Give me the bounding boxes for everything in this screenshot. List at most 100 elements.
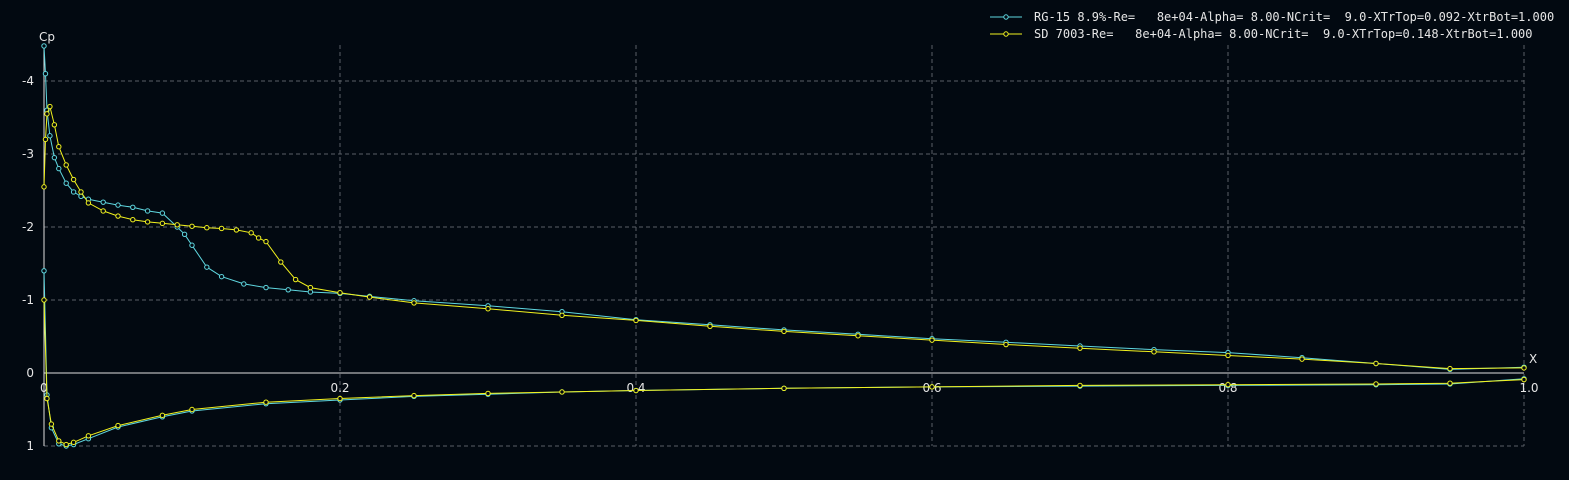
series-2-lower-line	[43, 299, 1525, 446]
series-2-upper-point	[159, 220, 166, 227]
series-2-lower-point	[929, 384, 935, 390]
series-2-lower-point	[1077, 382, 1083, 389]
y-axis-title: Cp	[39, 30, 55, 44]
series-2-lower-point	[1521, 376, 1527, 383]
series-2-lower-point	[781, 385, 787, 392]
series-1-lower-point	[41, 268, 47, 274]
series-2-upper-point	[1447, 365, 1453, 372]
series-2-upper-point	[42, 136, 49, 143]
series-2-lower-point	[44, 395, 50, 402]
series-2-upper-point	[707, 323, 713, 329]
series-1-upper-point	[51, 154, 58, 161]
x-tick-label: 0	[40, 381, 48, 395]
series-layer	[41, 43, 1527, 449]
x-tick-label: 1.0	[1519, 381, 1538, 395]
series-2-lower-point	[411, 392, 417, 399]
series-1-upper-point	[144, 208, 151, 214]
series-2-upper-point	[204, 225, 210, 231]
series-2-upper-point	[1225, 352, 1231, 359]
y-tick-label: -2	[22, 220, 34, 234]
series-2-upper-point	[1003, 341, 1009, 348]
series-2-lower-point	[1373, 381, 1379, 387]
series-2-upper-point	[263, 238, 269, 245]
series-2-upper-point	[100, 208, 106, 214]
series-2-lower-point	[48, 421, 55, 427]
series-2-upper-point	[174, 222, 180, 228]
y-tick-labels: -4 -3 -2 -1 0 1	[22, 74, 34, 453]
series-2-upper-point	[130, 217, 136, 223]
series-2-lower-point	[41, 297, 47, 303]
x-axis-title: X	[1529, 352, 1537, 366]
series-2-lower-point	[63, 441, 69, 448]
series-2-upper-point	[218, 225, 225, 232]
grid-lines	[44, 45, 1525, 447]
x-tick-label: 0.2	[330, 381, 349, 395]
series-2-upper-point	[292, 276, 299, 283]
series-2-lower-point	[159, 412, 166, 419]
series-2-lower-point	[70, 439, 77, 446]
series-2-upper-point	[1521, 365, 1527, 371]
series-2-upper-point	[411, 300, 417, 306]
series-2-lower-point	[485, 390, 491, 397]
series-2-upper-point	[485, 306, 491, 312]
series-1-upper-point	[41, 43, 47, 49]
series-1-upper-point	[100, 199, 106, 205]
series-2-upper-point	[189, 223, 195, 229]
series-2-upper-point	[1151, 349, 1157, 355]
series-2-upper-point	[248, 230, 254, 236]
series-2-upper-point	[41, 184, 47, 190]
series-2-upper-point	[115, 213, 121, 219]
series-1-upper-point	[218, 273, 225, 280]
y-tick-label: -4	[22, 74, 34, 88]
series-2-upper-point	[70, 176, 77, 183]
series-2-upper-point	[144, 219, 151, 225]
series-2-upper-point	[366, 294, 373, 300]
series-2-upper-point	[337, 290, 343, 296]
series-2-lower-point	[56, 438, 62, 444]
series-2-lower-point	[1447, 380, 1453, 386]
series-2-lower-point	[559, 389, 565, 395]
y-tick-label: 0	[26, 366, 34, 380]
y-tick-label: -3	[22, 147, 34, 161]
series-2-upper-point	[78, 189, 84, 195]
legend-swatch-marker	[1003, 14, 1009, 20]
series-2-upper-point	[1299, 356, 1305, 362]
series-2-upper-point	[633, 317, 639, 324]
y-tick-label: 1	[26, 439, 34, 453]
series-2-upper-point	[255, 235, 262, 241]
series-2-upper-point	[929, 337, 935, 343]
series-1-upper-point	[63, 180, 69, 186]
series-1-upper-point	[285, 287, 291, 293]
series-2-upper-point	[233, 227, 240, 233]
series-1-upper-point	[181, 231, 188, 238]
legend-label: SD 7003-Re= 8e+04-Alpha= 8.00-NCrit= 9.0…	[1034, 27, 1533, 41]
series-2-upper-point	[278, 259, 284, 265]
series-2-upper-point	[781, 328, 787, 335]
series-2-lower-point	[633, 387, 639, 394]
series-2-lower-point	[85, 433, 92, 439]
y-tick-label: -1	[22, 293, 34, 307]
series-1-upper-point	[159, 210, 166, 216]
series-2-upper-point	[559, 312, 565, 319]
series-2-upper-point	[63, 162, 69, 168]
series-1-upper-point	[263, 284, 269, 291]
series-1-upper-point	[70, 189, 77, 195]
series-1-upper-point	[204, 264, 210, 270]
series-2-upper-point	[47, 103, 53, 110]
axes	[43, 45, 1524, 446]
series-2-upper-point	[1077, 345, 1083, 351]
series-1-upper-point	[130, 204, 136, 210]
series-2-upper-point	[855, 333, 861, 339]
series-1-upper-point	[115, 202, 121, 208]
series-2-upper-point	[44, 111, 50, 117]
series-1-upper-point	[307, 289, 314, 295]
series-1-upper-point	[241, 281, 247, 287]
series-1-upper-point	[47, 133, 53, 139]
series-2-lower-point	[1225, 381, 1231, 388]
series-2	[41, 103, 1527, 448]
series-2-upper-point	[51, 122, 58, 128]
series-2-lower-point	[337, 395, 343, 402]
series-2-upper-point	[1373, 360, 1379, 367]
series-1-upper-point	[56, 165, 62, 172]
series-2-lower-point	[115, 422, 121, 429]
